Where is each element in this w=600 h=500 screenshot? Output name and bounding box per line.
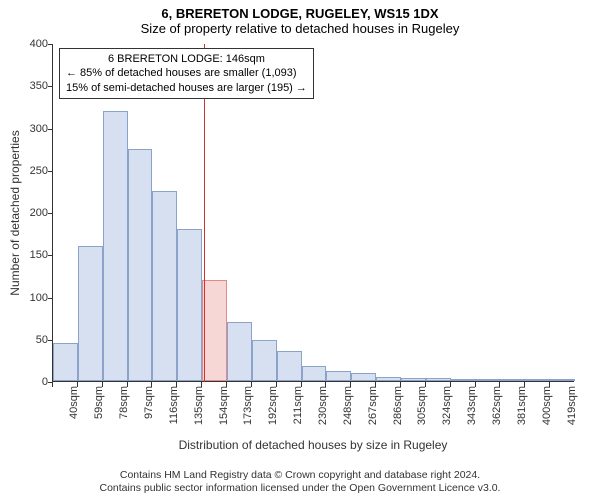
x-tick-mark	[251, 382, 252, 387]
y-tick-mark	[48, 44, 53, 45]
x-tick-label: 78sqm	[118, 386, 130, 419]
annotation-line: 15% of semi-detached houses are larger (…	[66, 81, 307, 95]
page-title: 6, BRERETON LODGE, RUGELEY, WS15 1DX	[0, 0, 600, 21]
y-tick-mark	[48, 86, 53, 87]
plot-area: 0501001502002503003504006 BRERETON LODGE…	[52, 44, 574, 382]
x-tick-label: 248sqm	[342, 386, 354, 425]
x-tick-label: 324sqm	[441, 386, 453, 425]
histogram-bar	[78, 246, 103, 381]
y-tick-label: 100	[30, 292, 48, 304]
x-tick-label: 97sqm	[143, 386, 155, 419]
x-tick-label: 305sqm	[416, 386, 428, 425]
x-tick-mark	[475, 382, 476, 387]
x-tick-label: 40sqm	[68, 386, 80, 419]
x-tick-label: 286sqm	[392, 386, 404, 425]
y-tick-mark	[48, 298, 53, 299]
histogram-bar	[476, 379, 501, 381]
x-tick-label: 154sqm	[218, 386, 230, 425]
histogram-chart: Number of detached properties 0501001502…	[52, 44, 574, 422]
histogram-bar	[550, 379, 575, 381]
x-tick-mark	[127, 382, 128, 387]
histogram-bar	[53, 343, 78, 381]
histogram-bar	[500, 379, 525, 381]
x-tick-label: 211sqm	[292, 386, 304, 424]
y-tick-label: 350	[30, 80, 48, 92]
footer-line-1: Contains HM Land Registry data © Crown c…	[0, 469, 600, 483]
y-tick-label: 150	[30, 249, 48, 261]
x-tick-label: 230sqm	[317, 386, 329, 425]
annotation-box: 6 BRERETON LODGE: 146sqm← 85% of detache…	[59, 48, 314, 99]
histogram-bar	[426, 378, 451, 381]
histogram-bar	[351, 373, 376, 381]
x-tick-label: 267sqm	[367, 386, 379, 425]
x-tick-label: 192sqm	[267, 386, 279, 425]
footer-line-2: Contains public sector information licen…	[0, 482, 600, 496]
histogram-bar	[177, 229, 202, 381]
histogram-bar	[401, 378, 426, 381]
x-tick-mark	[201, 382, 202, 387]
x-tick-label: 343sqm	[466, 386, 478, 425]
x-tick-mark	[276, 382, 277, 387]
x-tick-mark	[549, 382, 550, 387]
x-tick-mark	[499, 382, 500, 387]
x-tick-label: 173sqm	[242, 386, 254, 425]
x-tick-label: 381sqm	[516, 386, 528, 425]
x-tick-mark	[350, 382, 351, 387]
histogram-bar	[277, 351, 302, 381]
histogram-bar	[128, 149, 153, 381]
y-tick-label: 300	[30, 123, 48, 135]
x-tick-mark	[102, 382, 103, 387]
x-tick-mark	[151, 382, 152, 387]
y-tick-label: 400	[30, 38, 48, 50]
histogram-bar	[252, 340, 277, 381]
histogram-bar	[302, 366, 327, 381]
x-tick-mark	[400, 382, 401, 387]
y-tick-mark	[48, 255, 53, 256]
annotation-line: 6 BRERETON LODGE: 146sqm	[66, 52, 307, 66]
x-axis-label: Distribution of detached houses by size …	[52, 438, 574, 452]
histogram-bar	[451, 379, 476, 381]
y-tick-mark	[48, 340, 53, 341]
x-tick-mark	[52, 382, 53, 387]
x-tick-label: 59sqm	[93, 386, 105, 419]
x-tick-label: 362sqm	[491, 386, 503, 425]
annotation-line: ← 85% of detached houses are smaller (1,…	[66, 66, 307, 80]
y-tick-mark	[48, 213, 53, 214]
footer-attribution: Contains HM Land Registry data © Crown c…	[0, 469, 600, 496]
y-tick-mark	[48, 171, 53, 172]
x-tick-label: 116sqm	[168, 386, 180, 424]
histogram-bar	[152, 191, 177, 381]
y-tick-label: 50	[36, 334, 48, 346]
x-tick-mark	[450, 382, 451, 387]
histogram-bar-highlight	[202, 280, 227, 381]
x-tick-mark	[325, 382, 326, 387]
x-tick-label: 419sqm	[566, 386, 578, 425]
histogram-bar	[326, 371, 351, 381]
y-tick-label: 200	[30, 207, 48, 219]
x-tick-mark	[226, 382, 227, 387]
y-tick-mark	[48, 129, 53, 130]
page-subtitle: Size of property relative to detached ho…	[0, 21, 600, 38]
x-tick-mark	[425, 382, 426, 387]
x-tick-mark	[301, 382, 302, 387]
x-tick-label: 400sqm	[541, 386, 553, 425]
histogram-bar	[376, 377, 401, 381]
x-tick-mark	[176, 382, 177, 387]
histogram-bar	[525, 379, 550, 381]
y-tick-label: 250	[30, 165, 48, 177]
x-tick-mark	[77, 382, 78, 387]
histogram-bar	[103, 111, 128, 381]
y-axis-label: Number of detached properties	[8, 130, 22, 295]
x-tick-mark	[375, 382, 376, 387]
x-tick-mark	[524, 382, 525, 387]
histogram-bar	[227, 322, 252, 381]
x-tick-label: 135sqm	[193, 386, 205, 425]
